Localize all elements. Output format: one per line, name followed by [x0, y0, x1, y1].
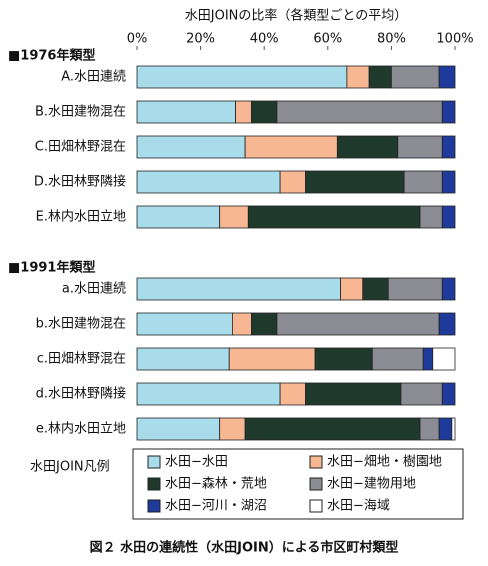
bar	[136, 417, 221, 441]
legend-swatch	[309, 455, 323, 469]
bar	[136, 100, 236, 124]
bar	[136, 312, 233, 336]
legend-label: 水田−森林・荒地	[165, 477, 267, 492]
x-tick-label: 40%	[250, 32, 279, 47]
bar	[346, 65, 370, 89]
legend-label: 水田−建物用地	[327, 477, 416, 492]
bar	[451, 417, 456, 441]
bar	[219, 417, 246, 441]
legend-swatch	[147, 477, 161, 491]
bar	[368, 65, 392, 89]
legend-swatch	[309, 477, 323, 491]
bar	[400, 382, 443, 406]
bar	[314, 347, 373, 371]
x-tick-label: 20%	[186, 32, 215, 47]
bar	[441, 205, 456, 229]
bar	[136, 205, 221, 229]
bar	[276, 312, 440, 336]
bar	[340, 277, 364, 301]
bar	[136, 170, 281, 194]
y-tick-label: D.水田林野隣接	[34, 174, 126, 190]
bar	[441, 170, 456, 194]
bar	[387, 277, 443, 301]
bar	[371, 347, 424, 371]
bar	[432, 347, 456, 371]
bar	[438, 65, 456, 89]
bar	[441, 382, 456, 406]
bar	[441, 135, 456, 159]
bar	[422, 347, 434, 371]
bar	[136, 382, 281, 406]
x-tick-label: 0%	[127, 32, 148, 47]
bar	[403, 170, 443, 194]
legend-box	[132, 448, 464, 520]
bar	[441, 100, 456, 124]
y-tick-label: b.水田建物混在	[36, 317, 126, 332]
legend-label: 水田−畑地・樹園地	[327, 455, 442, 470]
bar	[235, 100, 252, 124]
bar	[279, 170, 306, 194]
y-tick-label: C.田畑林野混在	[35, 140, 126, 155]
bar	[441, 277, 456, 301]
bar	[251, 100, 278, 124]
bar	[336, 135, 399, 159]
bar	[279, 382, 306, 406]
bar	[305, 170, 405, 194]
bar	[362, 277, 389, 301]
x-tick-label: 60%	[313, 32, 342, 47]
bar	[136, 135, 246, 159]
bar	[244, 135, 338, 159]
legend-title: 水田JOIN凡例	[30, 460, 110, 475]
caption: 図２ 水田の連続性（水田JOIN）による市区町村類型	[90, 540, 399, 556]
bar	[438, 417, 453, 441]
bar	[438, 312, 456, 336]
bar	[244, 417, 421, 441]
y-tick-label: d.水田林野隣接	[36, 386, 126, 402]
bar	[251, 312, 278, 336]
bar	[136, 347, 230, 371]
bar	[231, 312, 252, 336]
bar	[397, 135, 443, 159]
group-label: ■1976年類型	[8, 48, 95, 64]
bar	[305, 382, 402, 406]
chart-title: 水田JOINの比率（各類型ごとの平均）	[185, 8, 408, 24]
y-tick-label: A.水田連続	[61, 70, 126, 85]
bar	[219, 205, 249, 229]
legend-swatch	[309, 499, 323, 513]
bar	[136, 65, 348, 89]
legend-label: 水田−海域	[327, 499, 390, 514]
x-tick-label: 80%	[377, 32, 406, 47]
bar	[247, 205, 421, 229]
group-label: ■1991年類型	[8, 260, 95, 276]
bar	[228, 347, 316, 371]
y-tick-label: E.林内水田立地	[36, 209, 126, 225]
bar	[419, 205, 443, 229]
y-tick-label: a.水田連続	[62, 282, 126, 297]
bar	[136, 277, 341, 301]
bar	[390, 65, 440, 89]
legend-swatch	[147, 499, 161, 513]
x-tick-label: 100%	[436, 32, 473, 47]
y-tick-label: B.水田建物混在	[35, 105, 126, 120]
y-tick-label: c.田畑林野混在	[37, 352, 126, 367]
bar	[276, 100, 443, 124]
legend-swatch	[147, 455, 161, 469]
legend-label: 水田−水田	[165, 455, 228, 470]
y-tick-label: e.林内水田立地	[36, 421, 126, 437]
bar	[419, 417, 440, 441]
legend-label: 水田−河川・湖沼	[165, 499, 267, 514]
